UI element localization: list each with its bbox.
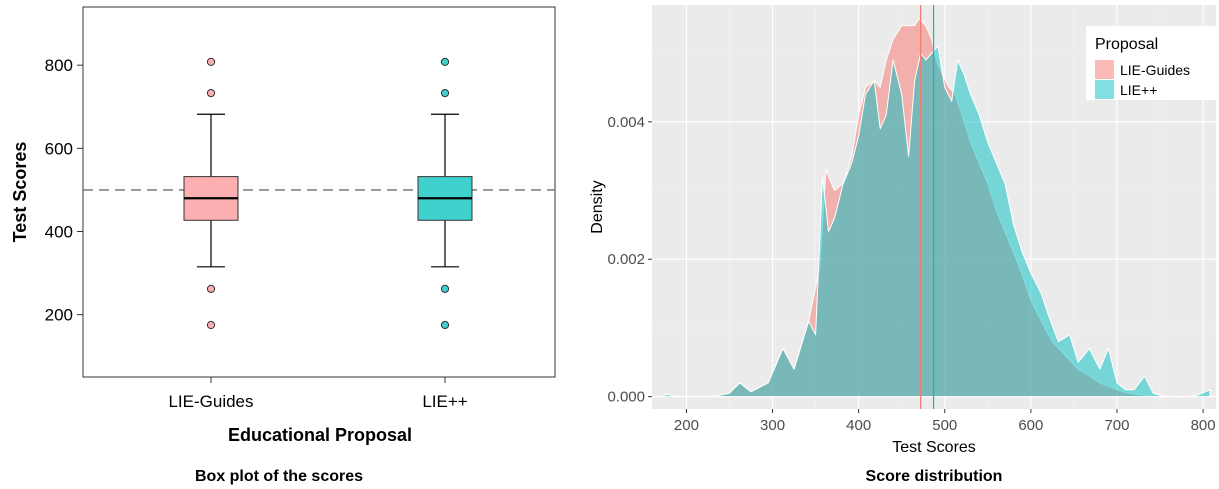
boxplot-x-axis-title: Educational Proposal xyxy=(228,425,412,445)
boxplot-y-axis: 200 400 600 800 xyxy=(45,56,83,325)
outlier-point xyxy=(206,88,216,98)
x-tick-label: 400 xyxy=(846,417,871,434)
boxplot-caption: Box plot of the scores xyxy=(195,468,363,485)
outlier-point xyxy=(440,284,450,293)
legend: Proposal LIE-Guides LIE++ xyxy=(1086,26,1216,100)
density-area-lie-plus-plus xyxy=(664,45,1211,398)
y-tick-label: 200 xyxy=(45,306,73,325)
legend-label-lie-plus-plus: LIE++ xyxy=(1120,82,1157,98)
outlier-point xyxy=(440,88,450,98)
density-areas xyxy=(664,18,1211,398)
legend-label-lie-guides: LIE-Guides xyxy=(1120,62,1190,78)
box-lie-guides xyxy=(183,57,239,330)
y-tick-label: 0.000 xyxy=(607,389,645,406)
density-caption: Score distribution xyxy=(866,468,1003,485)
density-panel: 0.000 0.002 0.004 200 300 400 500 600 700 800 De… xyxy=(589,5,1216,485)
x-tick-label: 500 xyxy=(932,417,957,434)
boxplot-y-axis-title: Test Scores xyxy=(10,142,30,243)
density-y-axis-title: Density xyxy=(589,180,606,233)
outlier-point xyxy=(440,320,450,330)
density-x-axis-title: Test Scores xyxy=(892,439,976,456)
density-y-axis: 0.000 0.002 0.004 xyxy=(607,114,652,406)
box-lie-plus-plus xyxy=(417,57,473,330)
boxplot-x-axis: LIE-Guides LIE++ xyxy=(168,377,468,411)
y-tick-label: 0.004 xyxy=(607,114,645,131)
density-mean-lines xyxy=(920,5,935,409)
legend-key-lie-plus-plus xyxy=(1095,80,1114,99)
boxplot-boxes xyxy=(183,57,473,330)
y-tick-label: 400 xyxy=(45,222,73,241)
y-tick-label: 600 xyxy=(45,139,73,158)
boxplot-panel: 200 400 600 800 LIE-Guides LIE++ Test Scores… xyxy=(10,6,556,485)
legend-title: Proposal xyxy=(1095,36,1158,53)
outlier-point xyxy=(206,320,216,330)
x-tick-label: 700 xyxy=(1104,417,1129,434)
x-tick-label: 300 xyxy=(760,417,785,434)
x-tick-label: 200 xyxy=(674,417,699,434)
legend-key-lie-guides xyxy=(1095,60,1114,79)
x-tick-label: LIE-Guides xyxy=(168,392,253,411)
x-tick-label: LIE++ xyxy=(422,392,467,411)
outlier-point xyxy=(440,57,450,66)
x-tick-label: 800 xyxy=(1191,417,1216,434)
y-tick-label: 0.002 xyxy=(607,251,645,268)
y-tick-label: 800 xyxy=(45,56,73,75)
boxplot-plot-frame xyxy=(82,6,556,378)
outlier-point xyxy=(206,57,216,66)
density-x-axis: 200 300 400 500 600 700 800 xyxy=(674,409,1216,434)
x-tick-label: 600 xyxy=(1018,417,1043,434)
outlier-point xyxy=(206,284,216,293)
